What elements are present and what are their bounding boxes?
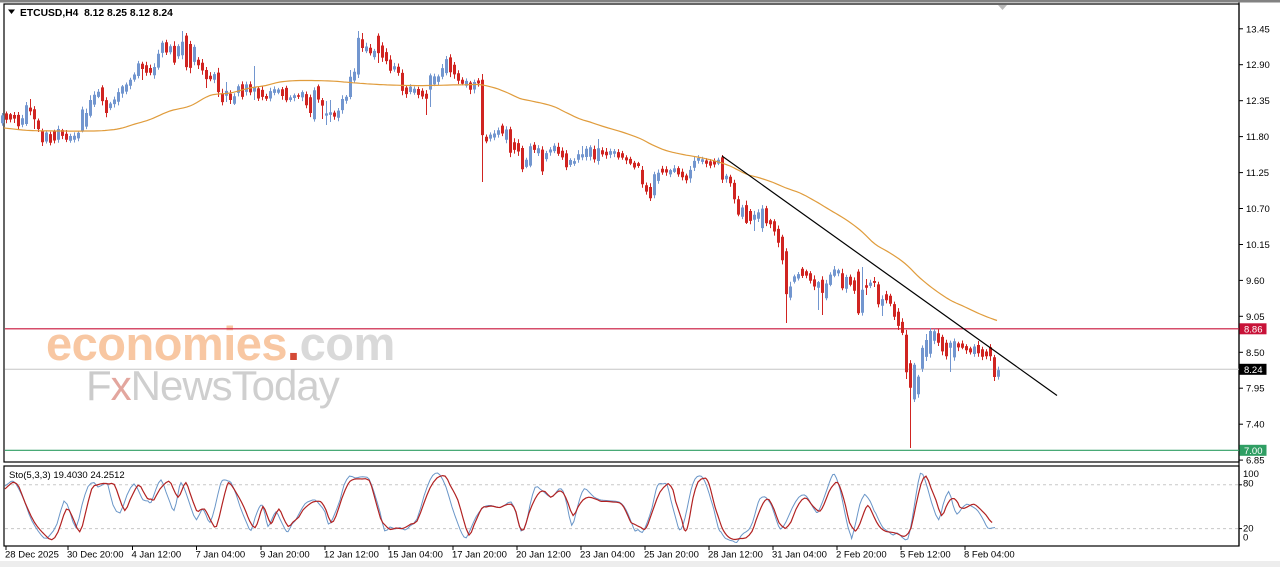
svg-text:28 Dec 2025: 28 Dec 2025 (5, 550, 59, 561)
svg-text:7.40: 7.40 (1246, 420, 1265, 431)
svg-text:11.80: 11.80 (1246, 132, 1269, 143)
svg-text:20 Jan 12:00: 20 Jan 12:00 (516, 550, 571, 561)
svg-text:ETCUSD,H4 8.12 8.25 8.12 8.24: ETCUSD,H4 8.12 8.25 8.12 8.24 (20, 8, 173, 19)
svg-text:10.15: 10.15 (1246, 240, 1270, 251)
svg-text:11.25: 11.25 (1246, 168, 1269, 179)
svg-text:9.60: 9.60 (1246, 276, 1265, 287)
svg-text:12.90: 12.90 (1246, 60, 1270, 71)
svg-text:30 Dec 20:00: 30 Dec 20:00 (67, 550, 124, 561)
svg-text:12.35: 12.35 (1246, 96, 1270, 107)
svg-text:17 Jan 20:00: 17 Jan 20:00 (452, 550, 507, 561)
svg-text:25 Jan 20:00: 25 Jan 20:00 (644, 550, 699, 561)
svg-text:8.24: 8.24 (1244, 365, 1263, 376)
svg-text:10.70: 10.70 (1246, 204, 1270, 215)
svg-text:7.00: 7.00 (1244, 446, 1263, 457)
svg-text:FxNewsToday: FxNewsToday (86, 362, 340, 409)
svg-text:12 Jan 12:00: 12 Jan 12:00 (324, 550, 379, 561)
svg-text:9 Jan 20:00: 9 Jan 20:00 (260, 550, 310, 561)
svg-text:23 Jan 04:00: 23 Jan 04:00 (580, 550, 635, 561)
svg-text:13.45: 13.45 (1246, 24, 1270, 35)
svg-text:0: 0 (1243, 533, 1248, 544)
svg-text:Sto(5,3,3) 19.4030 24.2512: Sto(5,3,3) 19.4030 24.2512 (9, 470, 125, 481)
svg-text:2 Feb 20:00: 2 Feb 20:00 (836, 550, 887, 561)
svg-text:15 Jan 04:00: 15 Jan 04:00 (388, 550, 443, 561)
svg-text:28 Jan 12:00: 28 Jan 12:00 (708, 550, 763, 561)
svg-text:7.95: 7.95 (1246, 384, 1265, 395)
svg-text:20: 20 (1243, 523, 1254, 534)
svg-text:4 Jan 12:00: 4 Jan 12:00 (132, 550, 182, 561)
svg-text:9.05: 9.05 (1246, 312, 1265, 323)
svg-text:8 Feb 04:00: 8 Feb 04:00 (964, 550, 1015, 561)
svg-text:8.86: 8.86 (1244, 324, 1263, 335)
svg-text:100: 100 (1243, 469, 1259, 480)
svg-text:8.50: 8.50 (1246, 348, 1265, 359)
svg-text:7 Jan 04:00: 7 Jan 04:00 (196, 550, 246, 561)
svg-text:economies.com: economies.com (46, 317, 395, 370)
svg-text:5 Feb 12:00: 5 Feb 12:00 (900, 550, 951, 561)
svg-text:6.85: 6.85 (1246, 456, 1265, 467)
svg-text:80: 80 (1243, 479, 1254, 490)
svg-text:31 Jan 04:00: 31 Jan 04:00 (772, 550, 827, 561)
